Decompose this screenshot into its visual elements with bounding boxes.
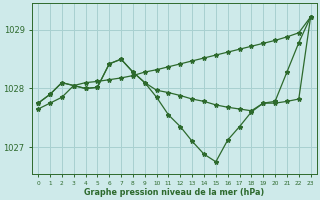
X-axis label: Graphe pression niveau de la mer (hPa): Graphe pression niveau de la mer (hPa)	[84, 188, 265, 197]
